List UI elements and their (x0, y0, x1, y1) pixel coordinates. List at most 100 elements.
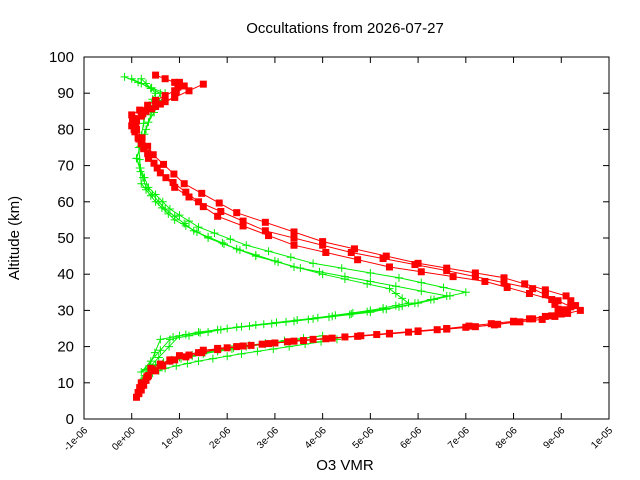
series-1-point (180, 82, 188, 90)
series-0-point (223, 352, 232, 361)
series-1-point (137, 140, 145, 148)
series-1-point (521, 280, 529, 288)
series-0-point (348, 308, 357, 317)
series-0-point (304, 315, 313, 324)
series-0-point (315, 267, 324, 276)
series-0-point (140, 173, 149, 182)
series-1-point (261, 227, 269, 235)
series-0-point (180, 219, 189, 228)
series-1-point (443, 267, 451, 275)
series-1-point (131, 128, 139, 136)
series-1-point (548, 312, 556, 320)
series-0-point (132, 154, 141, 163)
series-1-point (319, 241, 327, 249)
series-1-point (541, 291, 549, 299)
series-1-point (481, 277, 489, 285)
series-0 (120, 72, 470, 384)
series-0-point (170, 212, 179, 221)
series-1-point (174, 83, 182, 91)
series-0-point (309, 259, 318, 268)
series-0-point (264, 247, 273, 256)
series-1-point (161, 98, 169, 106)
series-1-point (538, 315, 546, 323)
series-0-point (286, 253, 295, 262)
series-0-point (417, 287, 426, 296)
series-1-point (319, 238, 327, 246)
series-0-point (147, 83, 156, 92)
series-1-point (564, 309, 572, 317)
series-1-point (239, 222, 247, 230)
series-1-point (162, 174, 170, 182)
series-1-point (170, 170, 178, 178)
series-0-point (165, 335, 174, 344)
series-1-point (471, 269, 479, 277)
series-1-point (341, 333, 349, 341)
series-1-point (152, 367, 160, 375)
series-1-point (137, 112, 145, 120)
x-tick-label: -1e-06 (62, 425, 91, 454)
series-0-point (120, 72, 129, 81)
series-1-point (182, 188, 190, 196)
series-0-line (124, 76, 466, 369)
x-tick-label: 5e-06 (351, 425, 377, 451)
series-1-point (239, 217, 247, 225)
series-1-point (290, 241, 298, 249)
series-1-point (132, 122, 140, 130)
x-tick-label: 6e-06 (398, 425, 424, 451)
y-tick-label: 20 (57, 339, 74, 356)
series-1-point (576, 306, 584, 314)
series-0-point (194, 223, 203, 232)
series-0-point (366, 308, 375, 317)
series-layer (120, 71, 584, 401)
series-1-point (144, 142, 152, 150)
series-0-point (237, 322, 246, 331)
y-tick-label: 70 (57, 158, 74, 175)
series-1-point (554, 309, 562, 317)
series-1-point (217, 207, 225, 215)
series-0-point (398, 302, 407, 311)
series-1-point (354, 256, 362, 264)
series-0-point (345, 310, 354, 319)
series-0-point (144, 118, 153, 127)
y-tick-label: 10 (57, 375, 74, 392)
series-0-point (237, 349, 246, 358)
x-tick-label: 1e-05 (589, 425, 615, 451)
series-1-point (551, 300, 559, 308)
series-0-point (366, 268, 375, 277)
series-0-point (175, 211, 184, 220)
series-1-line (133, 83, 582, 391)
series-1-line (131, 82, 572, 394)
x-tick-label: 8e-06 (494, 425, 520, 451)
y-tick-label: 50 (57, 230, 74, 247)
series-1-point (500, 279, 508, 287)
series-0-point (136, 164, 145, 173)
x-tick-label: 2e-06 (207, 425, 233, 451)
series-1-point (144, 150, 152, 158)
series-1-point (182, 353, 190, 361)
series-1-point (171, 93, 179, 101)
series-1-point (290, 228, 298, 236)
chart-title: Occultations from 2026-07-27 (246, 20, 444, 37)
series-1-point (309, 335, 317, 343)
series-1-line (131, 74, 563, 398)
series-1-point (233, 209, 241, 217)
series-0-point (259, 320, 268, 329)
series-1-point (554, 297, 562, 305)
series-1-point (199, 80, 207, 88)
series-1-point (405, 328, 413, 336)
series-0-point (391, 282, 400, 291)
series-0-point (325, 313, 333, 322)
series-1-point (138, 134, 146, 142)
series-1-point (490, 321, 498, 329)
series-1-point (347, 248, 355, 256)
y-tick-label: 40 (57, 266, 74, 283)
series-0-point (150, 348, 159, 357)
series-0-point (204, 232, 213, 241)
series-1-point (529, 315, 537, 323)
series-1-point (500, 274, 508, 282)
series-0-point (391, 301, 400, 310)
series-1-point (152, 102, 160, 110)
series-1-point (433, 326, 441, 334)
series-0-point (445, 291, 454, 300)
series-0-point (134, 78, 143, 87)
